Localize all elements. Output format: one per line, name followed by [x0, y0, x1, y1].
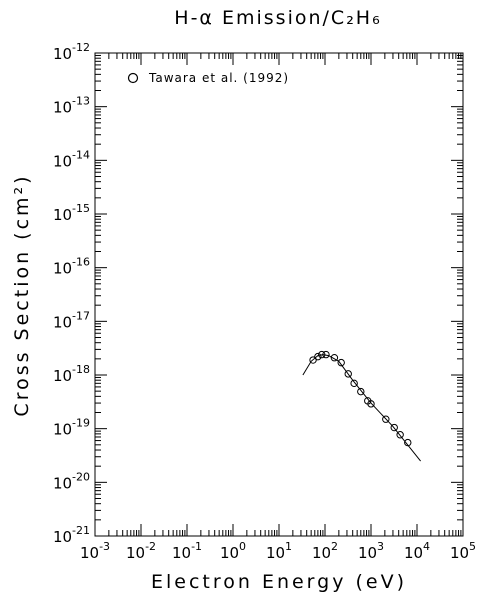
data-point — [337, 358, 345, 367]
x-axis-label: Electron Energy (eV) — [151, 571, 407, 593]
tick-base: 10 — [126, 544, 145, 562]
tick-exponent: -19 — [72, 417, 90, 430]
tick-base: 10 — [312, 544, 331, 562]
data-point — [382, 415, 390, 423]
x-tick-label: 101 — [266, 540, 292, 562]
x-tick-label: 10-2 — [126, 540, 156, 562]
data-point — [367, 400, 375, 408]
data-point — [314, 352, 322, 361]
tick-exponent: 2 — [331, 540, 338, 553]
y-tick-label: 10-16 — [53, 256, 90, 278]
tick-base: 10 — [220, 544, 239, 562]
data-point — [404, 438, 412, 447]
tick-base: 10 — [53, 99, 72, 117]
x-tick-label: 100 — [220, 540, 246, 562]
plot-frame — [94, 52, 464, 537]
tick-base: 10 — [53, 313, 72, 331]
tick-exponent: -2 — [145, 540, 156, 553]
x-tick-label: 10-1 — [172, 540, 202, 562]
tick-exponent: -20 — [72, 470, 90, 483]
tick-base: 10 — [53, 45, 72, 63]
y-axis-label: Cross Section (cm²) — [11, 173, 33, 416]
tick-base: 10 — [53, 474, 72, 492]
fit-line — [302, 354, 421, 462]
x-tick-label: 10-3 — [80, 540, 110, 562]
tick-exponent: -21 — [72, 524, 90, 537]
tick-exponent: 4 — [423, 540, 430, 553]
y-tick-label: 10-20 — [53, 470, 90, 492]
x-tick-label: 104 — [404, 540, 430, 562]
tick-base: 10 — [53, 528, 72, 546]
tick-exponent: -12 — [72, 41, 90, 54]
tick-exponent: 3 — [377, 540, 384, 553]
tick-base: 10 — [53, 206, 72, 224]
tick-exponent: 0 — [239, 540, 246, 553]
tick-exponent: -13 — [72, 95, 90, 108]
data-point — [330, 354, 339, 362]
tick-exponent: -15 — [72, 202, 90, 215]
data-point — [350, 379, 358, 388]
tick-base: 10 — [404, 544, 423, 562]
data-point — [396, 431, 404, 439]
tick-base: 10 — [358, 544, 377, 562]
tick-base: 10 — [53, 152, 72, 170]
data-point — [344, 370, 352, 378]
y-tick-label: 10-21 — [53, 524, 90, 546]
data-point — [390, 423, 398, 432]
tick-exponent: -3 — [99, 540, 110, 553]
tick-base: 10 — [266, 544, 285, 562]
x-tick-label: 103 — [358, 540, 384, 562]
data-point — [309, 356, 317, 364]
chart-title: H-α Emission/C₂H₆ — [174, 7, 381, 29]
tick-base: 10 — [80, 544, 99, 562]
tick-exponent: -14 — [72, 148, 90, 161]
tick-exponent: -16 — [72, 256, 90, 269]
tick-exponent: -18 — [72, 363, 90, 376]
legend-marker — [127, 72, 139, 84]
tick-exponent: 1 — [285, 540, 292, 553]
y-tick-label: 10-12 — [53, 41, 90, 63]
x-tick-label: 102 — [312, 540, 338, 562]
y-tick-label: 10-14 — [53, 148, 90, 170]
tick-base: 10 — [450, 544, 469, 562]
x-tick-label: 105 — [450, 540, 476, 562]
y-tick-label: 10-17 — [53, 309, 90, 331]
tick-base: 10 — [172, 544, 191, 562]
y-tick-label: 10-19 — [53, 417, 90, 439]
y-tick-label: 10-15 — [53, 202, 90, 224]
legend-label: Tawara et al. (1992) — [148, 71, 289, 85]
tick-base: 10 — [53, 421, 72, 439]
y-tick-label: 10-13 — [53, 95, 90, 117]
tick-exponent: -17 — [72, 309, 90, 322]
tick-exponent: -1 — [191, 540, 202, 553]
y-tick-label: 10-18 — [53, 363, 90, 385]
data-point — [357, 387, 365, 396]
tick-base: 10 — [53, 367, 72, 385]
tick-base: 10 — [53, 260, 72, 278]
tick-exponent: 5 — [469, 540, 476, 553]
